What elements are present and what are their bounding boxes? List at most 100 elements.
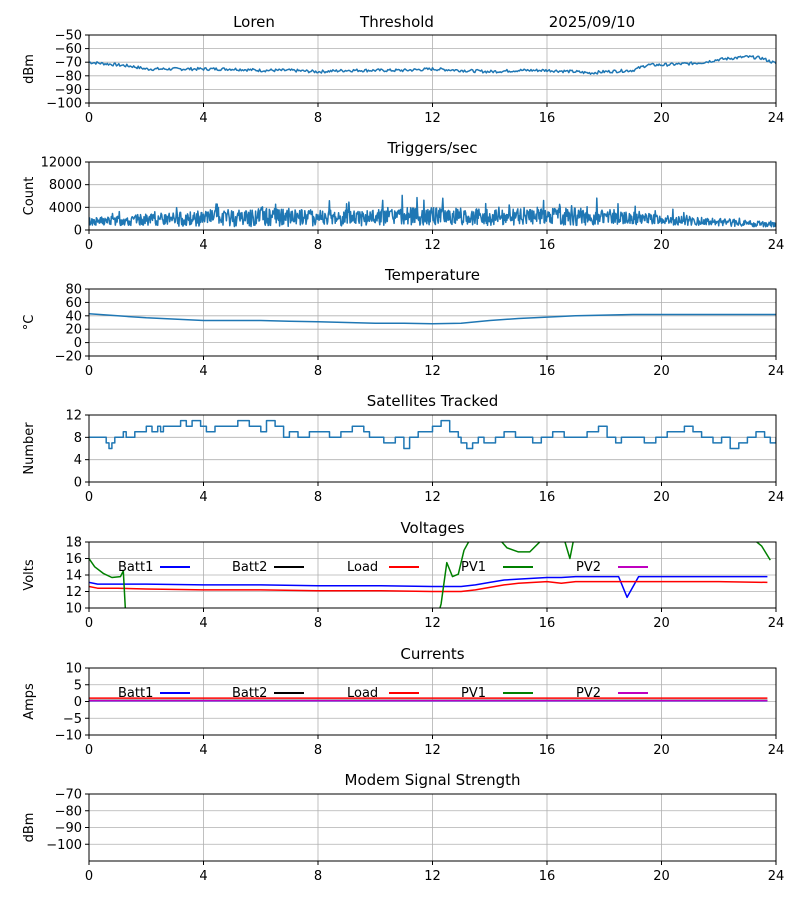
y-tick-label: −60	[55, 42, 82, 57]
x-tick-label: 0	[85, 869, 93, 884]
x-tick-label: 12	[424, 616, 441, 631]
x-tick-label: 8	[314, 869, 322, 884]
y-tick-label: 20	[65, 323, 82, 338]
panel-satellites: 0 4 8 12 16 20 24 0 4 8 12 Satellites Tracked Number	[22, 392, 784, 505]
panel-title: Temperature	[384, 266, 480, 284]
legend-label-pv1: PV1	[461, 560, 486, 575]
station-name: Loren	[233, 13, 275, 31]
x-tick-label: 16	[539, 364, 556, 379]
x-tick-label: 0	[85, 490, 93, 505]
x-tick-label: 0	[85, 364, 93, 379]
series-group	[89, 313, 776, 325]
legend-label-load: Load	[347, 686, 378, 701]
x-tick-label: 4	[199, 238, 207, 253]
x-tick-label: 16	[539, 743, 556, 758]
y-tick-label: 0	[74, 695, 82, 710]
y-tick-label: −5	[63, 712, 82, 727]
y-tick-label: −50	[55, 29, 82, 44]
x-tick-label: 4	[199, 869, 207, 884]
x-tick-label: 12	[424, 364, 441, 379]
legend-label-pv2: PV2	[576, 560, 601, 575]
x-tick-label: 0	[85, 111, 93, 126]
x-tick-label: 12	[424, 869, 441, 884]
y-tick-label: −80	[55, 69, 82, 84]
x-tick-label: 4	[199, 616, 207, 631]
x-tick-label: 12	[424, 490, 441, 505]
x-tick-label: 8	[314, 743, 322, 758]
x-tick-label: 24	[768, 364, 785, 379]
legend-label-pv1: PV1	[461, 686, 486, 701]
y-tick-label: 0	[74, 224, 82, 239]
y-axis-label: °C	[22, 315, 37, 331]
panel-threshold: 0 4 8 12 16 20 24 −100−90−80−70−60−50 dBm	[22, 29, 784, 127]
series-line-pv1	[89, 542, 771, 608]
legend-label-batt2: Batt2	[232, 560, 267, 575]
y-tick-label: 14	[65, 569, 82, 584]
panel-title: Currents	[400, 645, 464, 663]
panel-title: Triggers/sec	[387, 139, 478, 157]
y-tick-label: 8000	[49, 178, 82, 193]
x-tick-label: 16	[539, 490, 556, 505]
x-tick-label: 24	[768, 238, 785, 253]
y-tick-label: −10	[55, 729, 82, 744]
x-tick-label: 16	[539, 238, 556, 253]
series-group	[89, 419, 776, 450]
y-tick-label: −100	[46, 97, 82, 112]
y-tick-label: 8	[74, 431, 82, 446]
series-line-load	[89, 580, 768, 593]
y-tick-label: 40	[65, 309, 82, 324]
legend-label-pv2: PV2	[576, 686, 601, 701]
y-tick-label: 0	[74, 476, 82, 491]
y-axis-label: Count	[22, 177, 37, 216]
y-tick-label: 12	[65, 585, 82, 600]
x-tick-label: 16	[539, 616, 556, 631]
y-tick-label: 80	[65, 283, 82, 298]
y-axis-label: dBm	[22, 54, 37, 84]
y-tick-label: 4	[74, 453, 82, 468]
y-axis-label: dBm	[22, 813, 37, 843]
legend-label-batt1: Batt1	[118, 560, 153, 575]
x-tick-label: 24	[768, 490, 785, 505]
y-tick-label: 16	[65, 552, 82, 567]
x-tick-label: 0	[85, 616, 93, 631]
x-tick-label: 4	[199, 743, 207, 758]
y-axis-label: Volts	[22, 559, 37, 591]
y-axis-label: Number	[22, 422, 37, 475]
legend-label-batt2: Batt2	[232, 686, 267, 701]
y-tick-label: 12000	[41, 156, 82, 171]
legend-label-load: Load	[347, 560, 378, 575]
panel-modem: 0 4 8 12 16 20 24 −100 −90 −80−70 Modem Signal Str…	[22, 771, 784, 884]
x-tick-label: 20	[653, 869, 670, 884]
x-tick-label: 24	[768, 743, 785, 758]
panel-triggers: 0 4 8 12 16 20 24 0 4000 8000 12000 Triggers/sec Cou…	[22, 139, 784, 253]
y-tick-label: −90	[55, 821, 82, 836]
y-tick-label: −80	[55, 804, 82, 819]
panel-title: Voltages	[400, 519, 464, 537]
y-tick-label: 10	[65, 662, 82, 677]
x-tick-label: 20	[653, 364, 670, 379]
x-tick-label: 24	[768, 869, 785, 884]
report-date: 2025/09/10	[549, 13, 635, 31]
y-tick-label: 60	[65, 296, 82, 311]
x-tick-label: 8	[314, 364, 322, 379]
x-tick-label: 8	[314, 111, 322, 126]
x-tick-label: 4	[199, 364, 207, 379]
panel-title: Modem Signal Strength	[345, 771, 521, 789]
series-line-temperature	[89, 313, 776, 325]
series-line-threshold	[89, 54, 776, 75]
x-tick-label: 12	[424, 238, 441, 253]
panel-title: Satellites Tracked	[367, 392, 498, 410]
x-tick-label: 4	[199, 490, 207, 505]
series-line-satellites	[89, 419, 776, 450]
y-tick-label: 4000	[49, 201, 82, 216]
x-tick-label: 0	[85, 743, 93, 758]
y-tick-label: −20	[55, 350, 82, 365]
series-line-triggers	[89, 194, 776, 228]
x-tick-label: 20	[653, 111, 670, 126]
y-tick-label: −100	[46, 838, 82, 853]
x-tick-label: 24	[768, 616, 785, 631]
x-tick-label: 12	[424, 743, 441, 758]
